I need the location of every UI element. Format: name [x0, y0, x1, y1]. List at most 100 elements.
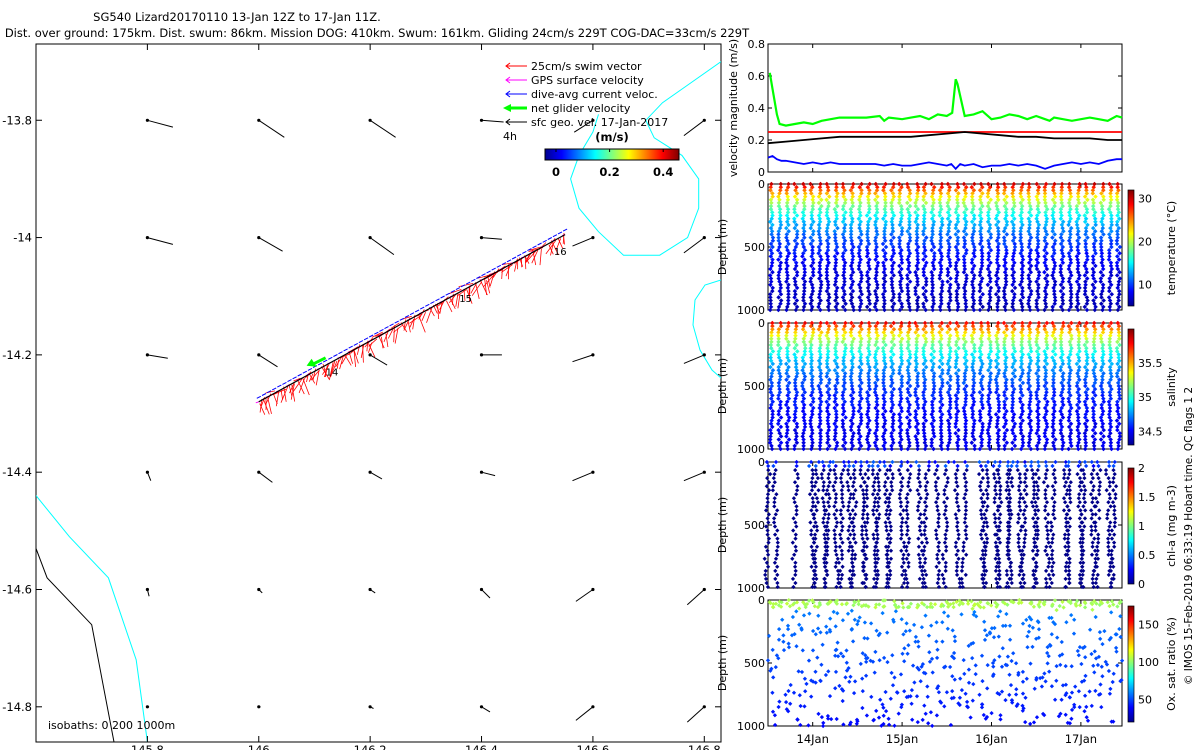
map-ytick-label: -14.6 — [2, 582, 32, 596]
salinity-ylabel: Depth (m) — [716, 358, 729, 414]
map-colorbar-tick-label: 0.4 — [653, 165, 673, 179]
geo-velocity-origin — [146, 471, 149, 474]
geo-velocity-origin — [369, 236, 372, 239]
geo-velocity-origin — [703, 705, 706, 708]
geo-velocity-origin — [703, 353, 706, 356]
geo-velocity-origin — [703, 119, 706, 122]
chla-colorbar-tick-label: 2 — [1138, 462, 1145, 475]
geo-velocity-origin — [703, 236, 706, 239]
temperature-ytick-label: 1000 — [737, 304, 765, 317]
velocity-ylabel: velocity magnitude (m/s) — [727, 39, 740, 177]
velocity-ytick-label: 0.6 — [748, 70, 766, 83]
map-colorbar-tick-label: 0.2 — [599, 165, 619, 179]
salinity-colorbar-tick-label: 34.5 — [1138, 425, 1163, 438]
geo-velocity-origin — [480, 471, 483, 474]
legend-label-gps: GPS surface velocity — [531, 74, 644, 87]
day-label: 16 — [554, 247, 567, 258]
geo-velocity-origin — [480, 119, 483, 122]
legend-item-sfc: sfc geo. vel. 17-Jan-2017 — [506, 116, 668, 129]
geo-velocity-origin — [146, 236, 149, 239]
map-xtick-label: 146.2 — [354, 743, 387, 750]
geo-velocity-origin — [480, 588, 483, 591]
legend-label-net: net glider velocity — [531, 102, 631, 115]
day-label: 14 — [326, 367, 339, 378]
chla-colorbar-label: chl-a (mg m-3) — [1165, 485, 1178, 567]
map-colorbar — [545, 149, 679, 160]
map-xtick-label: 146.6 — [576, 743, 609, 750]
geo-velocity-origin — [257, 119, 260, 122]
figure-title: SG540 Lizard20170110 13-Jan 12Z to 17-Ja… — [93, 10, 381, 24]
map-xtick-label: 146.8 — [688, 743, 721, 750]
temperature-colorbar-tick-label: 30 — [1138, 193, 1152, 206]
temperature-colorbar-label: temperature (°C) — [1165, 201, 1178, 295]
geo-velocity-origin — [257, 588, 260, 591]
geo-velocity-origin — [257, 353, 260, 356]
map-xtick-label: 146.4 — [465, 743, 498, 750]
map-ytick-label: -14.8 — [2, 700, 32, 714]
geo-velocity-origin — [257, 705, 260, 708]
geo-velocity-origin — [146, 588, 149, 591]
geo-velocity-origin — [369, 588, 372, 591]
day-label: 15 — [459, 294, 472, 305]
legend-label-sfc: sfc geo. vel. 17-Jan-2017 — [531, 116, 668, 129]
geo-velocity-origin — [146, 353, 149, 356]
geo-velocity-origin — [480, 236, 483, 239]
chla-ylabel: Depth (m) — [716, 497, 729, 553]
isobaths-label: isobaths: 0 200 1000m — [48, 719, 175, 732]
chla-sample — [763, 557, 767, 561]
velocity-ytick-label: 0.8 — [748, 38, 766, 51]
temperature-ytick-label: 500 — [744, 241, 765, 254]
geo-velocity-origin — [480, 353, 483, 356]
geo-velocity-origin — [369, 705, 372, 708]
chla-sample — [763, 573, 767, 577]
velocity-panel-frame — [768, 44, 1122, 172]
salinity-colorbar-tick-label: 35 — [1138, 391, 1152, 404]
temperature-ylabel: Depth (m) — [716, 219, 729, 275]
geo-velocity-origin — [591, 236, 594, 239]
chla-sample — [764, 545, 768, 549]
chla-colorbar-tick-label: 1 — [1138, 520, 1145, 533]
chla-colorbar-tick-label: 1.5 — [1138, 491, 1156, 504]
geo-velocity-origin — [703, 471, 706, 474]
chla-sample — [764, 569, 768, 573]
geo-velocity-origin — [146, 119, 149, 122]
temperature-colorbar-tick-label: 10 — [1138, 279, 1152, 292]
geo-velocity-origin — [591, 588, 594, 591]
chla-colorbar — [1128, 468, 1134, 584]
temperature-ytick-label: 0 — [758, 178, 765, 191]
salinity-colorbar-label: salinity — [1165, 367, 1178, 407]
legend-label-swim: 25cm/s swim vector — [531, 60, 642, 73]
chla-ytick-label: 0 — [758, 456, 765, 469]
geo-velocity-origin — [369, 353, 372, 356]
map-ytick-label: -14 — [13, 231, 32, 245]
legend-label-dac: dive-avg current veloc. — [531, 88, 658, 101]
colorbar-units-label: (m/s) — [595, 130, 629, 144]
salinity-ytick-label: 500 — [744, 380, 765, 393]
geo-velocity-origin — [591, 471, 594, 474]
velocity-ytick-label: 0.4 — [748, 102, 766, 115]
geo-velocity-origin — [480, 705, 483, 708]
chla-colorbar-tick-label: 0 — [1138, 578, 1145, 591]
temperature-colorbar — [1128, 190, 1134, 306]
chla-sample — [764, 577, 768, 581]
chla-ytick-label: 500 — [744, 519, 765, 532]
geo-velocity-origin — [591, 353, 594, 356]
velocity-ytick-label: 0.2 — [748, 134, 766, 147]
geo-velocity-origin — [703, 588, 706, 591]
map-xtick-label: 146 — [248, 743, 270, 750]
map-ytick-label: -13.8 — [2, 113, 32, 127]
geo-velocity-origin — [257, 471, 260, 474]
salinity-colorbar-tick-label: 35.5 — [1138, 357, 1163, 370]
map-colorbar-tick-label: 0 — [552, 165, 560, 179]
salinity-ytick-label: 0 — [758, 317, 765, 330]
geo-velocity-origin — [146, 705, 149, 708]
map-xtick-label: 145.8 — [131, 743, 164, 750]
map-ytick-label: -14.2 — [2, 348, 32, 362]
legend-4h-label: 4h — [503, 130, 517, 143]
track-map: 14 15 16 145.8 146 146.2 146.4 146.6 146.8 -13.8… — [2, 44, 721, 750]
geo-velocity-origin — [257, 236, 260, 239]
chla-colorbar-tick-label: 0.5 — [1138, 549, 1156, 562]
salinity-colorbar — [1128, 329, 1134, 445]
